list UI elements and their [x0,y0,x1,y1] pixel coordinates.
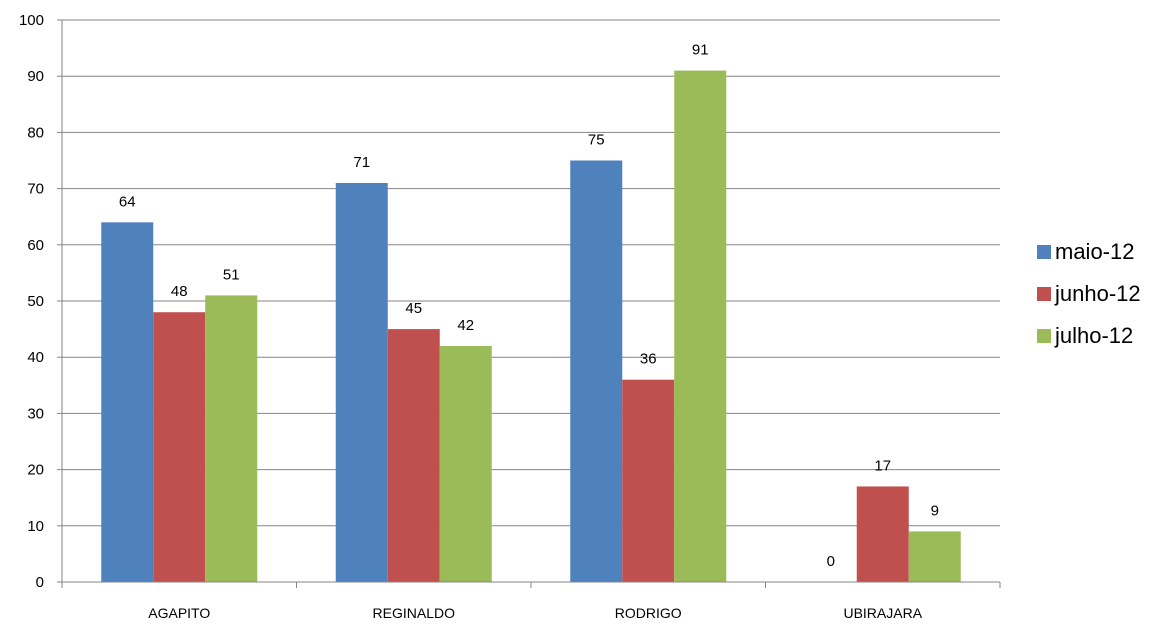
legend-label-julho-12: julho-12 [1054,323,1133,348]
y-tick-label-90: 90 [27,68,44,85]
y-tick-label-40: 40 [27,349,44,366]
data-labels: 64 48 51 71 45 42 75 36 91 0 17 9 [119,42,939,570]
legend-item-julho-12: julho-12 [1037,323,1133,348]
x-category-label-agapito: AGAPITO [148,605,210,621]
y-tick-label-50: 50 [27,293,44,310]
y-tick-label-0: 0 [36,574,44,591]
x-category-label-reginaldo: REGINALDO [373,605,456,621]
y-tick-label-80: 80 [27,124,44,141]
data-label-agapito-junho-12: 48 [171,283,188,300]
bar-ubirajara-junho-12 [856,486,909,582]
data-label-reginaldo-julho-12: 42 [457,317,474,334]
data-label-ubirajara-junho-12: 17 [874,457,891,474]
legend-swatch-junho-12 [1037,287,1051,301]
legend: maio-12 junho-12 julho-12 [1037,239,1141,348]
y-tick-label-100: 100 [19,12,44,29]
y-tick-label-20: 20 [27,462,44,479]
bar-ubirajara-julho-12 [908,531,961,582]
legend-label-maio-12: maio-12 [1055,239,1134,264]
legend-item-maio-12: maio-12 [1037,239,1134,264]
bar-agapito-junho-12 [153,312,206,582]
data-label-agapito-maio-12: 64 [119,193,136,210]
y-tick-label-10: 10 [27,518,44,535]
legend-item-junho-12: junho-12 [1037,281,1141,306]
bar-rodrigo-junho-12 [622,379,675,582]
bar-rodrigo-maio-12 [570,160,623,582]
bar-rodrigo-julho-12 [674,70,727,582]
data-label-rodrigo-maio-12: 75 [588,132,605,149]
x-category-label-ubirajara: UBIRAJARA [843,605,922,621]
y-tick-label-30: 30 [27,405,44,422]
y-tick-label-60: 60 [27,237,44,254]
data-label-reginaldo-junho-12: 45 [405,300,422,317]
data-label-reginaldo-maio-12: 71 [353,154,370,171]
data-label-rodrigo-junho-12: 36 [640,351,657,368]
bar-agapito-maio-12 [101,222,154,582]
bar-reginaldo-maio-12 [335,182,388,583]
legend-swatch-julho-12 [1037,329,1051,343]
bar-agapito-julho-12 [205,295,258,582]
y-tick-label-70: 70 [27,181,44,198]
x-category-label-rodrigo: RODRIGO [615,605,682,621]
legend-swatch-maio-12 [1037,245,1051,259]
data-label-agapito-julho-12: 51 [223,266,240,283]
data-label-ubirajara-maio-12: 0 [827,553,835,570]
bar-reginaldo-junho-12 [387,329,440,582]
bar-reginaldo-julho-12 [439,345,492,582]
data-label-rodrigo-julho-12: 91 [692,42,709,59]
data-label-ubirajara-julho-12: 9 [931,502,939,519]
bars [101,70,961,583]
legend-label-junho-12: junho-12 [1054,281,1141,306]
